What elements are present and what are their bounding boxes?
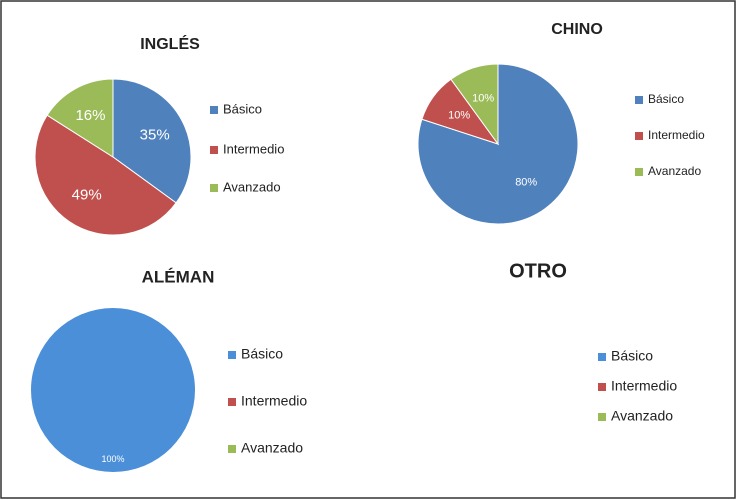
chart-title: ALÉMAN <box>142 267 215 286</box>
legend-label: Intermedio <box>223 141 284 156</box>
legend-swatch <box>598 413 606 421</box>
legend-swatch <box>228 398 236 406</box>
data-label: 49% <box>72 187 102 204</box>
data-label: 35% <box>140 127 170 144</box>
legend-swatch <box>210 146 218 154</box>
pie-slice <box>34 114 177 236</box>
chart-title: CHINO <box>551 21 603 38</box>
data-label: 10% <box>472 92 494 104</box>
legend-label: Avanzado <box>611 408 673 424</box>
legend-swatch <box>635 132 643 140</box>
chart-title: OTRO <box>509 260 567 282</box>
legend-label: Avanzado <box>241 440 303 456</box>
legend-swatch <box>228 445 236 453</box>
data-label: 80% <box>515 177 537 189</box>
legend-swatch <box>635 168 643 176</box>
data-label: 100% <box>101 454 124 464</box>
legend-swatch <box>210 184 218 192</box>
data-label: 10% <box>448 110 470 122</box>
legend-label: Básico <box>648 92 684 106</box>
legend-swatch <box>210 106 218 114</box>
legend-swatch <box>598 383 606 391</box>
legend-label: Básico <box>241 346 283 362</box>
pie-slice <box>450 63 499 146</box>
legend-swatch <box>635 96 643 104</box>
legend-label: Intermedio <box>611 378 677 394</box>
legend-label: Intermedio <box>241 393 307 409</box>
legend-swatch <box>228 351 236 359</box>
legend-label: Avanzado <box>648 164 701 178</box>
data-label: 16% <box>75 107 105 124</box>
pie-slice <box>31 308 195 472</box>
chart-title: INGLÉS <box>140 34 200 53</box>
legend-swatch <box>598 353 606 361</box>
legend-label: Avanzado <box>223 179 281 194</box>
pie-slice <box>46 78 114 158</box>
legend-label: Básico <box>223 101 262 116</box>
pie-slice <box>112 78 192 204</box>
legend-label: Básico <box>611 348 653 364</box>
legend-label: Intermedio <box>648 128 705 142</box>
